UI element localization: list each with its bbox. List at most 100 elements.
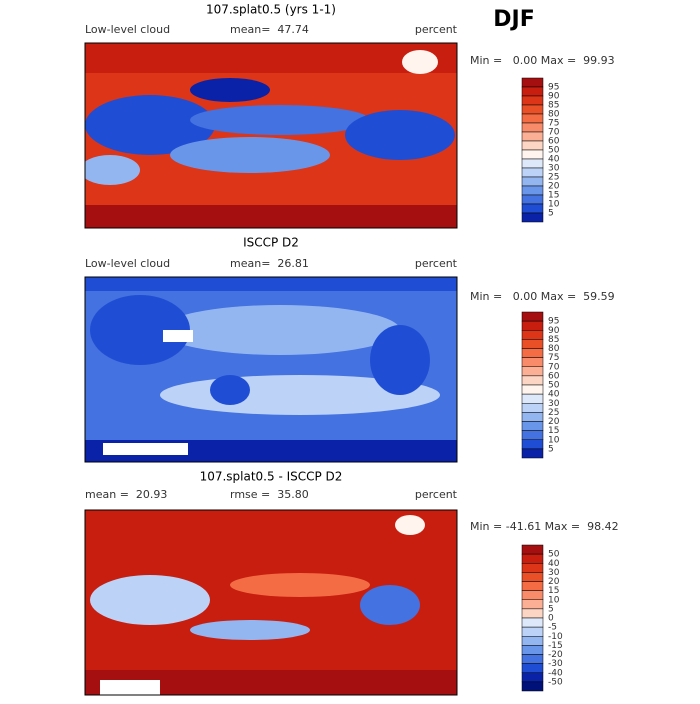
colorbar-label: 30 [548,568,560,578]
colorbar-label: 85 [548,101,559,111]
colorbar-label: 40 [548,390,560,400]
middle-label: mean= 47.74 [230,23,309,36]
colorbar-box [521,403,544,413]
colorbar-box [521,393,544,404]
colorbar-box [521,366,544,377]
map-frame [84,509,458,696]
min-max: Min = 0.00 Max = 99.93 [470,54,615,67]
middle-label: mean= 26.81 [230,257,309,270]
colorbar-label: 30 [548,164,560,174]
map [85,277,457,462]
colorbar-box [521,672,544,683]
colorbar-box [521,311,544,322]
colorbar-label: 80 [548,344,560,354]
colorbar-box [521,645,544,655]
colorbar-box [521,113,544,124]
colorbar-label: 70 [548,362,560,372]
colorbar-box [521,553,544,564]
left-label: mean = 20.93 [85,488,167,501]
colorbar-box [521,581,544,591]
colorbar-label: 5 [548,604,554,614]
colorbar-label: 0 [548,614,554,624]
map-frame [84,276,458,463]
colorbar-box [521,681,544,692]
colorbar-box [521,212,544,223]
colorbar-box [521,122,544,133]
colorbar-label: 60 [548,371,560,381]
colorbar-label: 40 [548,155,560,165]
colorbar-box [521,357,544,367]
units-label: percent [415,23,458,36]
panel-title: 107.splat0.5 (yrs 1-1) [206,3,336,17]
min-max: Min = -41.61 Max = 98.42 [470,520,619,533]
colorbar-label: 15 [548,191,559,201]
left-label: Low-level cloud [85,23,170,36]
colorbar-label: 50 [548,550,560,560]
colorbar-box [521,590,544,600]
panel-title: ISCCP D2 [243,236,299,250]
colorbar-box [521,77,544,88]
colorbar-box [521,448,544,459]
colorbar-box [521,140,544,151]
colorbar-label: -5 [548,623,557,633]
colorbar-label: -10 [548,632,563,642]
colorbar-box [521,430,544,440]
colorbar-box [521,654,544,664]
panel-title: 107.splat0.5 - ISCCP D2 [200,470,343,484]
colorbar-box [521,375,544,386]
colorbar-box [521,330,544,340]
map [85,510,457,695]
colorbar-label: 80 [548,110,560,120]
colorbar-label: 95 [548,317,559,327]
colorbar-box [521,339,544,349]
colorbar-box [521,636,544,646]
colorbar-box [521,599,544,610]
colorbar-label: 10 [548,595,560,605]
colorbar-label: 60 [548,137,560,147]
colorbar-label: 75 [548,353,559,363]
colorbar-box [521,348,544,358]
colorbar-box [521,194,544,205]
colorbar-box [521,563,544,573]
colorbar-label: 20 [548,417,560,427]
colorbar-box [521,412,544,422]
colorbar-label: 20 [548,577,560,587]
colorbar-box [521,320,544,331]
map [85,43,457,228]
colorbar-box [521,131,544,142]
colorbar-label: 5 [548,209,554,219]
colorbar-label: 30 [548,399,560,409]
colorbar-label: 20 [548,182,560,192]
colorbar-box [521,95,544,106]
units-label: percent [415,257,458,270]
colorbar-box [521,185,544,196]
middle-label: rmse = 35.80 [230,488,309,501]
colorbar-box [521,384,544,395]
colorbar-box [521,158,544,169]
colorbar-box [521,421,544,431]
colorbar-box [521,544,544,555]
colorbar-label: 5 [548,444,554,454]
colorbar-label: 25 [548,408,559,418]
colorbar-box [521,617,544,628]
colorbar-label: -20 [548,650,563,660]
colorbar-label: 15 [548,586,559,596]
colorbar-label: 95 [548,83,559,93]
colorbar-box [521,572,544,582]
colorbar-box [521,176,544,187]
map-frame [84,42,458,229]
colorbar-label: 90 [548,326,560,336]
colorbar-label: 25 [548,173,559,183]
colorbar-box [521,104,544,115]
colorbar-label: 40 [548,559,560,569]
colorbar-box [521,626,544,637]
colorbar-label: 15 [548,426,559,436]
colorbar-label: 50 [548,381,560,391]
colorbar-label: 70 [548,128,560,138]
colorbar-label: 75 [548,119,559,129]
min-max: Min = 0.00 Max = 59.59 [470,290,615,303]
colorbar-label: -30 [548,659,563,669]
colorbar-box [521,149,544,160]
colorbar-label: 90 [548,92,560,102]
